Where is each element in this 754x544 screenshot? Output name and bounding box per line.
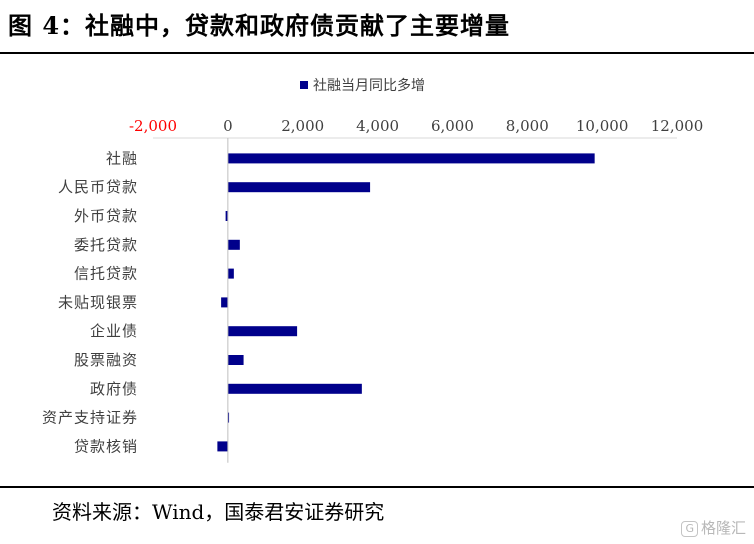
bar: [227, 182, 371, 193]
watermark-logo-icon: G: [681, 521, 698, 537]
category-label: 信托贷款: [74, 265, 138, 283]
bar: [227, 153, 595, 164]
category-label: 外币贷款: [74, 207, 138, 225]
title-divider: [0, 52, 754, 54]
bar-chart: 社融当月同比多增 -2,000 0 2,000 4,000 6,000 8,000 10,0…: [42, 77, 703, 463]
category-label: 人民币贷款: [58, 178, 138, 196]
category-labels: 社融人民币贷款外币贷款委托贷款信托贷款未贴现银票企业债股票融资政府债资产支持证券…: [42, 149, 138, 455]
watermark-text: 格隆汇: [700, 519, 746, 537]
category-label: 委托贷款: [74, 236, 138, 254]
category-label: 贷款核销: [74, 437, 138, 455]
bar: [227, 412, 230, 423]
figure-title: 图 4：社融中，贷款和政府债贡献了主要增量: [8, 11, 511, 40]
chart-axes: [153, 137, 677, 463]
category-label: 未贴现银票: [58, 293, 138, 311]
category-label: 政府债: [90, 380, 138, 398]
x-tick-label: 6,000: [431, 117, 474, 135]
bar: [221, 297, 228, 308]
category-label: 资产支持证券: [42, 409, 138, 427]
category-label: 股票融资: [74, 351, 138, 369]
category-label: 社融: [106, 149, 138, 167]
bar: [227, 239, 240, 250]
source-note: 资料来源：Wind，国泰君安证券研究: [52, 500, 385, 524]
bar: [227, 383, 362, 394]
bar: [227, 355, 244, 365]
x-tick-label: 4,000: [356, 117, 399, 135]
bar: [227, 326, 298, 337]
x-tick-label: 2,000: [281, 117, 324, 135]
legend-label: 社融当月同比多增: [313, 77, 425, 94]
category-label: 企业债: [90, 322, 138, 340]
source-divider: [0, 486, 754, 488]
bar: [227, 268, 234, 279]
x-tick-label: 12,000: [651, 117, 704, 135]
bar-series: [217, 153, 595, 452]
x-tick-label: 0: [223, 117, 233, 135]
x-tick-label: -2,000: [129, 117, 177, 135]
legend-swatch: [300, 81, 308, 89]
bar: [225, 211, 228, 221]
bar: [217, 441, 228, 452]
x-tick-label: 8,000: [506, 117, 549, 135]
chart-legend: 社融当月同比多增: [300, 77, 425, 94]
x-tick-label: 10,000: [576, 117, 629, 135]
watermark: G 格隆汇: [681, 517, 746, 538]
x-axis-ticks: -2,000 0 2,000 4,000 6,000 8,000 10,000 12,000: [129, 117, 703, 135]
